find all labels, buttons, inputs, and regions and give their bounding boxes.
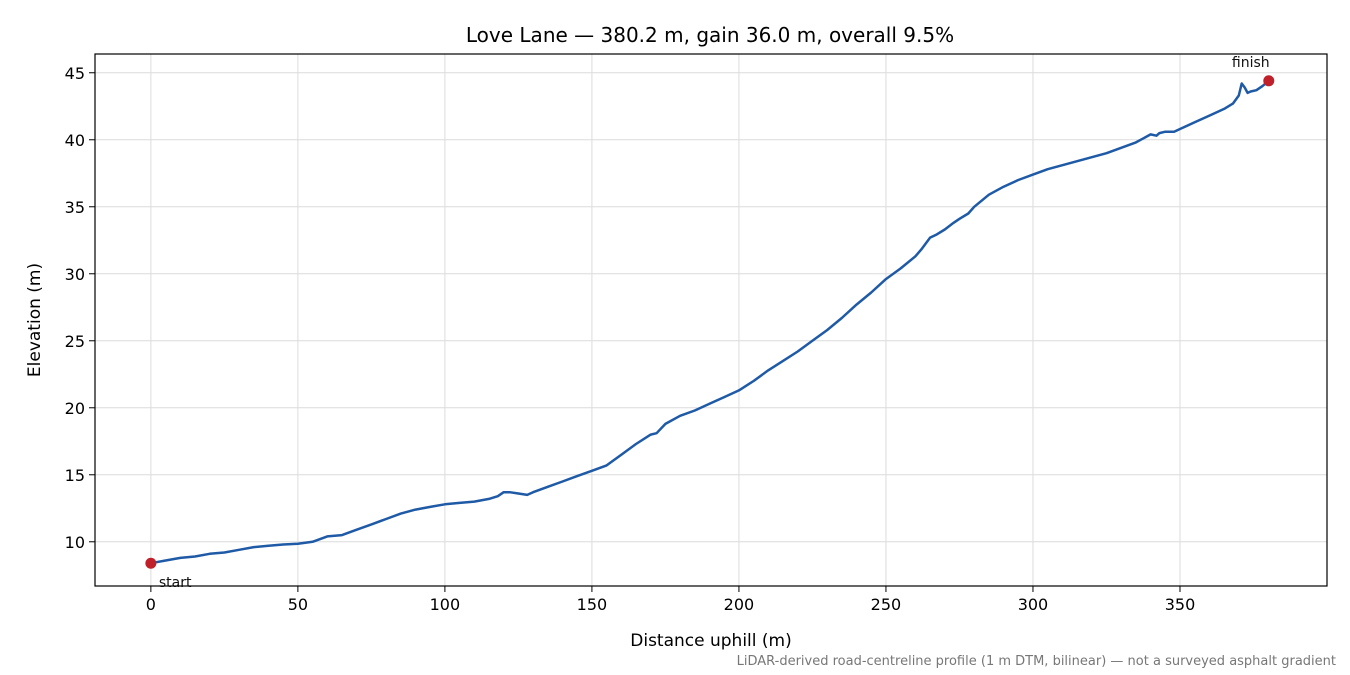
plot-frame (94, 53, 1328, 587)
y-axis-label: Elevation (m) (25, 263, 45, 377)
x-tick-label: 250 (871, 595, 902, 614)
start-label: start (159, 575, 192, 591)
x-axis-label: Distance uphill (m) (630, 631, 791, 651)
finish-label: finish (1232, 55, 1270, 71)
endpoint-markers: start finish (145, 55, 1275, 591)
y-tick-label: 30 (65, 265, 85, 284)
y-tick-label: 45 (65, 64, 85, 83)
x-tick-label: 300 (1018, 595, 1049, 614)
y-tick-label: 15 (65, 466, 85, 485)
y-tick-label: 25 (65, 332, 85, 351)
y-tick-label: 20 (65, 399, 85, 418)
chart-title: Love Lane — 380.2 m, gain 36.0 m, overal… (466, 23, 954, 47)
y-tick-label: 35 (65, 198, 85, 217)
x-tick-label: 200 (724, 595, 755, 614)
axis-ticks: 0 50 100 150 200 250 300 350 10 15 20 25 30 35 40 45 (65, 64, 1196, 614)
elevation-profile-line (150, 79, 1270, 565)
x-tick-label: 350 (1165, 595, 1196, 614)
finish-marker (1263, 75, 1275, 87)
grid-lines (95, 54, 1327, 586)
x-tick-label: 150 (577, 595, 608, 614)
x-tick-label: 0 (146, 595, 156, 614)
x-tick-label: 50 (288, 595, 308, 614)
source-footnote: LiDAR-derived road-centreline profile (1… (737, 654, 1336, 669)
start-marker (145, 557, 157, 569)
x-tick-label: 100 (430, 595, 461, 614)
y-tick-label: 10 (65, 533, 85, 552)
y-tick-label: 40 (65, 131, 85, 150)
